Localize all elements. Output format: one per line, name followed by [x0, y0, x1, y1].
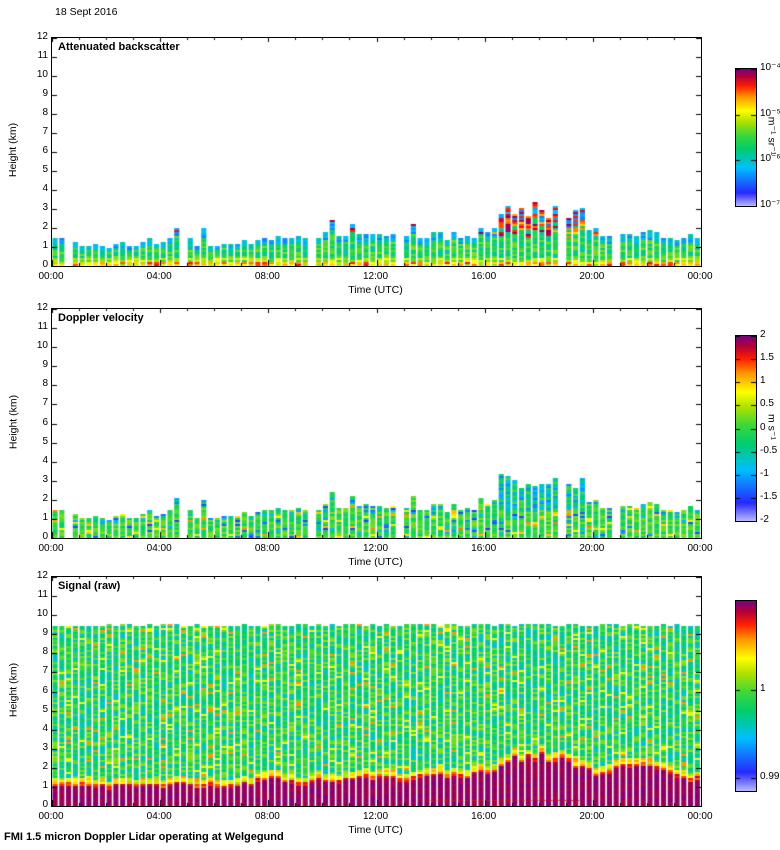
y-tick-label: 0 [42, 259, 48, 270]
y-tick-label: 7 [42, 397, 48, 409]
y-tick-label: 11 [37, 589, 48, 601]
x-tick-label: 16:00 [471, 543, 497, 554]
colorbar-tick-label: -2 [760, 514, 769, 525]
backscatter-heatmap-canvas [51, 37, 702, 267]
date-label: 18 Sept 2016 [55, 6, 118, 18]
y-tick-label: 0 [42, 799, 48, 810]
colorbar-tick-label: -1 [760, 467, 769, 479]
panel-title-signal: Signal (raw) [58, 580, 121, 592]
x-axis-label: Time (UTC) [348, 824, 403, 836]
x-tick-label: 00:00 [687, 811, 713, 822]
x-tick-label: 00:00 [38, 811, 64, 822]
y-tick-label: 6 [42, 416, 48, 428]
y-tick-label: 1 [42, 779, 48, 791]
y-tick-label: 4 [42, 722, 48, 734]
y-axis-label: Height (km) [7, 122, 19, 178]
colorbar-tick-label: 1.5 [760, 352, 774, 364]
x-tick-label: 04:00 [146, 543, 172, 554]
colorbar-unit-label: m⁻¹ sr⁻¹ [765, 116, 777, 155]
colorbar-tick-label: 10⁻⁷ [760, 199, 780, 210]
colorbar-tick-label: 0.99 [760, 770, 780, 782]
y-tick-label: 2 [42, 221, 48, 232]
y-tick-label: 8 [42, 378, 48, 390]
colorbar-tick-label: 1 [760, 683, 766, 695]
y-tick-label: 4 [42, 183, 48, 194]
y-tick-label: 5 [42, 164, 48, 175]
x-tick-label: 00:00 [687, 271, 713, 282]
colorbar-tick-label: 0 [760, 421, 766, 433]
x-axis-label: Time (UTC) [348, 284, 403, 296]
y-tick-label: 12 [36, 302, 48, 313]
y-tick-label: 2 [42, 492, 48, 504]
y-tick-label: 10 [36, 340, 48, 352]
y-tick-label: 3 [42, 473, 48, 485]
x-tick-label: 12:00 [362, 543, 389, 554]
x-tick-label: 16:00 [471, 811, 497, 822]
colorbar-tick-label: -1.5 [760, 490, 778, 502]
y-tick-label: 5 [42, 435, 48, 447]
x-tick-label: 08:00 [254, 811, 280, 822]
x-tick-label: 00:00 [687, 543, 713, 554]
y-tick-label: 12 [36, 31, 48, 42]
x-tick-label: 08:00 [254, 271, 280, 282]
colorbar-tick-label: 1 [760, 375, 766, 387]
x-tick-label: 20:00 [579, 271, 605, 282]
panel-velocity: Doppler velocity Height (km) m s⁻¹ Time … [0, 302, 780, 582]
x-tick-label: 20:00 [579, 811, 605, 822]
y-axis-label: Height (km) [7, 662, 19, 717]
panel-title-backscatter: Attenuated backscatter [58, 41, 180, 53]
y-tick-label: 8 [42, 646, 48, 658]
y-tick-label: 0 [42, 531, 48, 542]
y-tick-label: 10 [36, 608, 48, 620]
y-tick-label: 3 [42, 202, 48, 213]
y-axis-label: Height (km) [7, 394, 19, 449]
footer-instrument-label: FMI 1.5 micron Doppler Lidar operating a… [4, 831, 284, 843]
velocity-colorbar [735, 335, 757, 522]
colorbar-tick-label: 2 [760, 329, 766, 340]
y-tick-label: 8 [42, 107, 48, 118]
y-tick-label: 6 [42, 145, 48, 156]
x-tick-label: 04:00 [146, 811, 172, 822]
x-tick-label: 04:00 [146, 271, 172, 282]
panel-title-velocity: Doppler velocity [58, 312, 144, 324]
y-tick-label: 1 [42, 240, 48, 251]
signal-colorbar [735, 600, 757, 792]
y-tick-label: 4 [42, 454, 48, 466]
y-tick-label: 7 [42, 665, 48, 677]
colorbar-tick-label: 10⁻⁵ [760, 107, 780, 119]
y-tick-label: 12 [36, 570, 48, 581]
y-tick-label: 3 [42, 741, 48, 753]
colorbar-tick-label: 10⁻⁶ [760, 153, 780, 165]
backscatter-colorbar [735, 68, 757, 207]
x-tick-label: 08:00 [254, 543, 280, 554]
y-tick-label: 7 [42, 126, 48, 137]
colorbar-tick-label: 10⁻⁴ [760, 62, 780, 73]
x-tick-label: 00:00 [38, 271, 64, 282]
x-tick-label: 16:00 [471, 271, 497, 282]
y-tick-label: 11 [37, 50, 48, 61]
signal-heatmap-canvas [51, 576, 702, 807]
y-tick-label: 11 [37, 321, 48, 333]
y-tick-label: 6 [42, 684, 48, 696]
y-tick-label: 10 [36, 69, 48, 80]
y-tick-label: 1 [42, 511, 48, 523]
y-tick-label: 9 [42, 88, 48, 99]
y-tick-label: 9 [42, 627, 48, 639]
x-tick-label: 20:00 [579, 543, 605, 554]
velocity-heatmap-canvas [51, 308, 702, 539]
x-tick-label: 12:00 [362, 271, 389, 282]
y-tick-label: 2 [42, 760, 48, 772]
colorbar-tick-label: -0.5 [760, 444, 778, 456]
y-tick-label: 9 [42, 359, 48, 371]
colorbar-tick-label: 0.5 [760, 398, 774, 410]
y-tick-label: 5 [42, 703, 48, 715]
x-tick-label: 00:00 [38, 543, 64, 554]
x-tick-label: 12:00 [362, 811, 389, 822]
x-axis-label: Time (UTC) [348, 556, 403, 568]
panel-backscatter: Attenuated backscatter Height (km) m⁻¹ s… [0, 31, 780, 310]
